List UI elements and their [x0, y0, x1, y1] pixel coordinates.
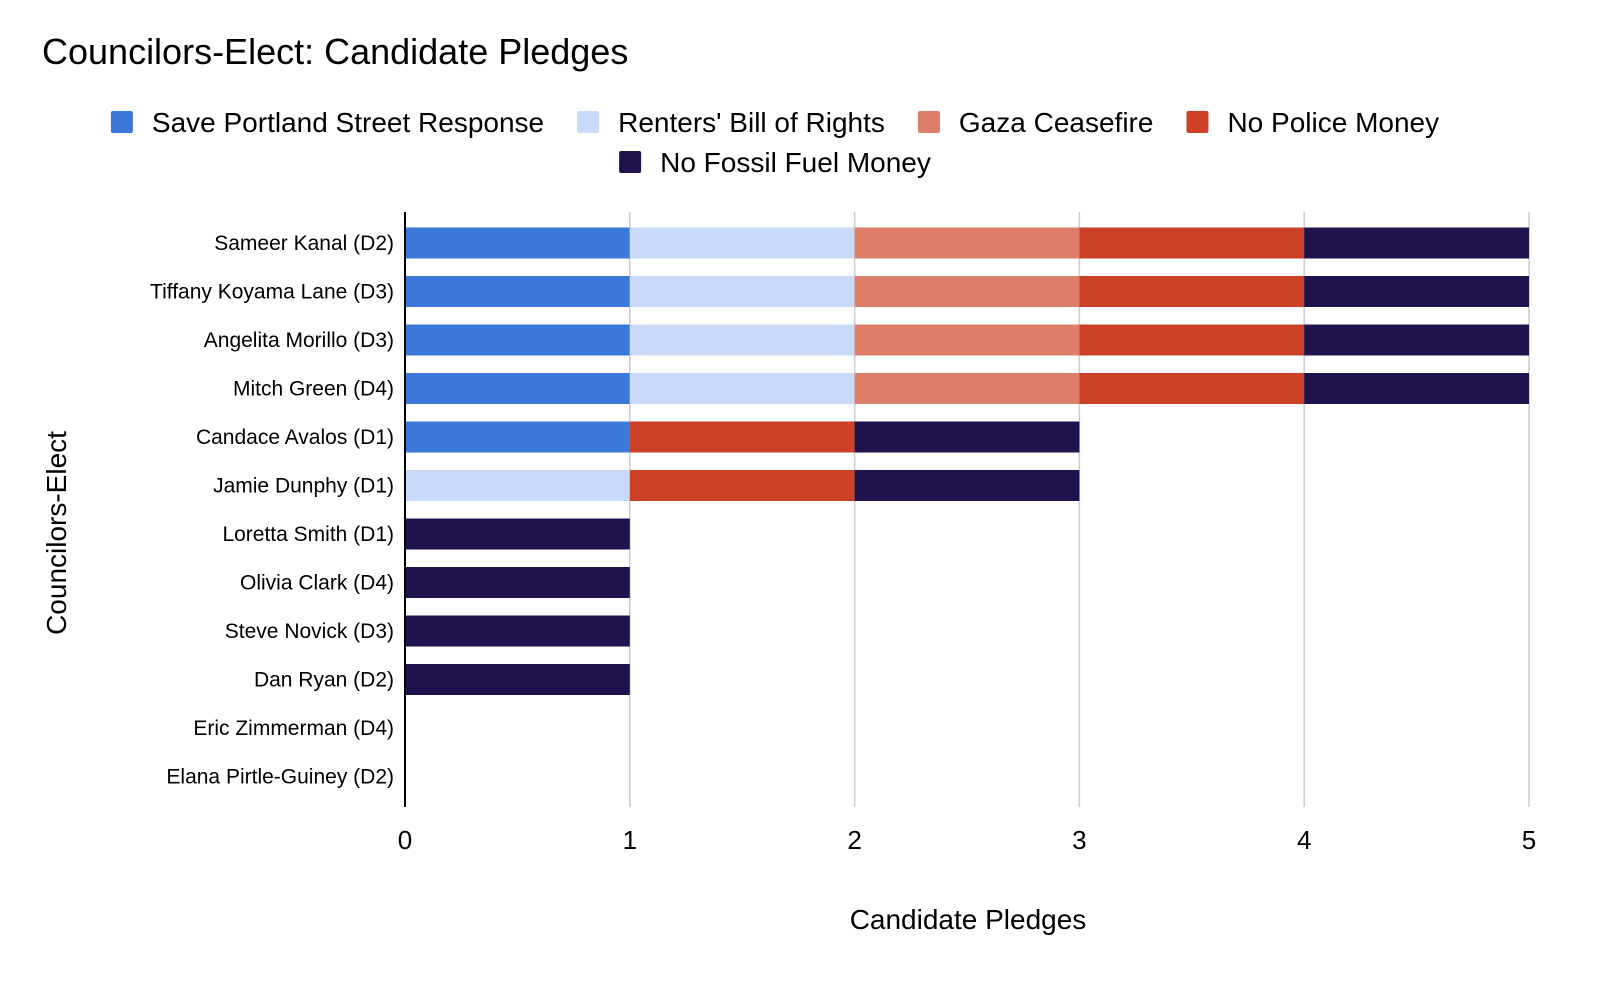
bar-segment: [1304, 276, 1529, 307]
y-tick-label: Elana Pirtle-Guiney (D2): [166, 766, 394, 789]
y-tick-label: Olivia Clark (D4): [240, 572, 394, 595]
gridlines: [629, 212, 1530, 807]
bar-segment: [405, 324, 630, 356]
bar-segment: [1079, 373, 1305, 404]
bars: [405, 227, 1529, 695]
bar-segment: [854, 470, 1080, 501]
y-tick-label: Sameer Kanal (D2): [214, 232, 394, 255]
x-tick-label: 0: [398, 825, 412, 855]
bar-segment: [1304, 227, 1529, 259]
bar-segment: [405, 227, 630, 259]
y-tick-labels: Sameer Kanal (D2) Tiffany Koyama Lane (D3…: [150, 232, 394, 789]
y-tick-label: Jamie Dunphy (D1): [213, 475, 394, 498]
y-tick-label: Candace Avalos (D1): [196, 426, 394, 449]
y-axis-label: Councilors-Elect: [41, 431, 72, 635]
legend-swatch: [1186, 111, 1209, 133]
x-tick-label: 3: [1072, 825, 1086, 855]
y-tick-label: Dan Ryan (D2): [254, 669, 394, 692]
y-tick-label: Tiffany Koyama Lane (D3): [150, 281, 394, 304]
legend: Save Portland Street Response Renters' Bi…: [110, 107, 1439, 178]
bar-segment: [629, 276, 855, 307]
x-axis-label: Candidate Pledges: [850, 904, 1087, 935]
legend-swatch: [577, 111, 600, 133]
bar-segment: [854, 227, 1080, 259]
bar-segment: [629, 324, 855, 356]
y-tick-label: Steve Novick (D3): [225, 620, 394, 643]
legend-swatch: [917, 111, 940, 133]
y-tick-label: Eric Zimmerman (D4): [193, 717, 394, 740]
bar-segment: [405, 567, 630, 598]
bar-segment: [1079, 324, 1305, 356]
bar-segment: [405, 664, 630, 695]
bar-segment: [1304, 324, 1529, 356]
bar-segment: [854, 324, 1080, 356]
bar-segment: [405, 615, 630, 647]
bar-segment: [405, 276, 630, 307]
x-tick-label: 4: [1297, 825, 1311, 855]
y-tick-label: Mitch Green (D4): [233, 378, 394, 401]
bar-segment: [854, 421, 1080, 453]
bar-segment: [629, 421, 855, 453]
bar-segment: [1304, 373, 1529, 404]
legend-swatch: [110, 111, 133, 133]
x-tick-label: 5: [1522, 825, 1536, 855]
bar-segment: [629, 373, 855, 404]
bar-segment: [405, 470, 630, 501]
bar-segment: [854, 276, 1080, 307]
x-tick-labels: 0 1 2 3 4 5: [398, 825, 1536, 855]
legend-label: Gaza Ceasefire: [959, 107, 1154, 138]
legend-label: Renters' Bill of Rights: [618, 107, 885, 138]
bar-segment: [1079, 276, 1305, 307]
y-tick-label: Angelita Morillo (D3): [204, 329, 394, 352]
bar-segment: [405, 518, 630, 550]
legend-label: No Fossil Fuel Money: [660, 147, 931, 178]
x-tick-label: 2: [847, 825, 861, 855]
bar-segment: [629, 470, 855, 501]
legend-label: Save Portland Street Response: [152, 107, 544, 138]
bar-segment: [629, 227, 855, 259]
y-tick-label: Loretta Smith (D1): [222, 523, 394, 546]
bar-segment: [405, 373, 630, 404]
x-tick-label: 1: [623, 825, 637, 855]
legend-swatch: [619, 151, 642, 173]
bar-segment: [405, 421, 630, 453]
chart-title: Councilors-Elect: Candidate Pledges: [42, 31, 628, 72]
legend-label: No Police Money: [1227, 107, 1439, 138]
bar-segment: [854, 373, 1080, 404]
bar-segment: [1079, 227, 1305, 259]
